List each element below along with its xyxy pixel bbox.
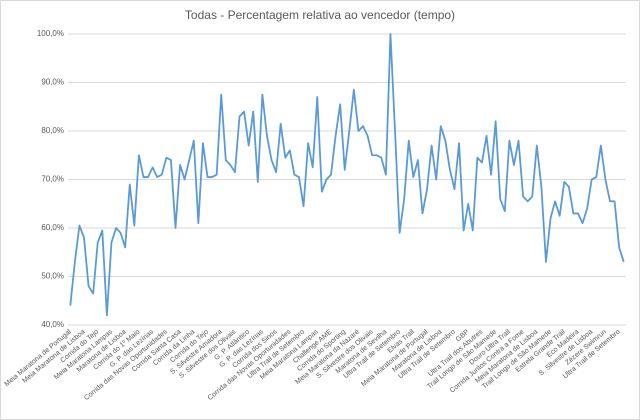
data-line xyxy=(69,33,625,317)
y-tick-label: 90,0% xyxy=(41,78,64,87)
y-tick-label: 80,0% xyxy=(41,126,64,135)
y-tick-label: 70,0% xyxy=(41,175,64,184)
y-tick-label: 60,0% xyxy=(41,223,64,232)
y-tick-label: 50,0% xyxy=(41,272,64,281)
y-tick-label: 40,0% xyxy=(41,320,64,329)
y-tick-label: 100,0% xyxy=(37,29,64,38)
chart-title: Todas - Percentagem relativa ao vencedor… xyxy=(185,8,455,22)
